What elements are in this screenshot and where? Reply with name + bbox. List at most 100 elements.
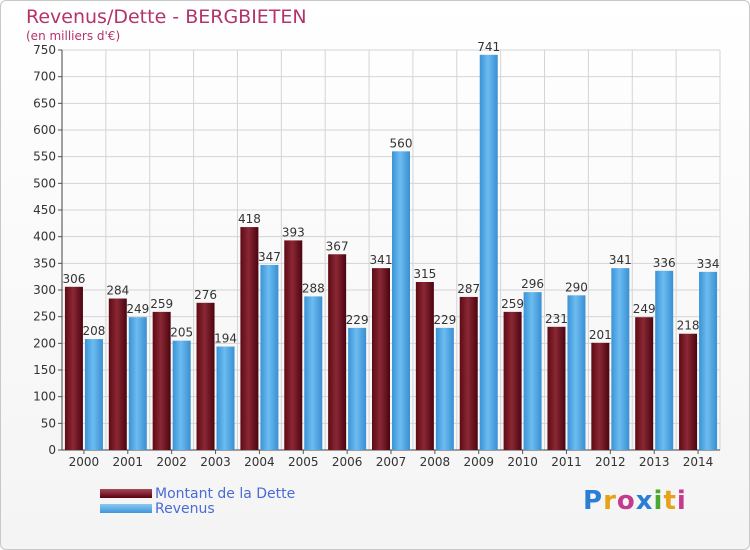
data-label: 218 xyxy=(677,319,700,333)
data-label: 418 xyxy=(238,212,261,226)
data-label: 201 xyxy=(589,328,612,342)
data-label: 741 xyxy=(477,40,500,54)
data-label: 284 xyxy=(106,284,129,298)
logo-letter: i xyxy=(653,486,664,516)
bar-dette xyxy=(547,326,566,450)
x-tick-label: 2004 xyxy=(244,455,275,469)
logo-letter: r xyxy=(603,486,617,516)
y-tick-label: 250 xyxy=(33,310,56,324)
x-tick-label: 2014 xyxy=(683,455,714,469)
data-label: 205 xyxy=(170,326,193,340)
x-tick-label: 2005 xyxy=(288,455,319,469)
data-label: 287 xyxy=(457,282,480,296)
bar-dette xyxy=(152,311,171,450)
y-tick-label: 0 xyxy=(48,443,56,457)
y-tick-label: 500 xyxy=(33,176,56,190)
bar-revenus xyxy=(479,54,498,451)
legend-item-dette: Montant de la Dette xyxy=(100,485,296,502)
x-tick-label: 2009 xyxy=(463,455,494,469)
logo-letter: o xyxy=(616,486,636,516)
y-tick-label: 350 xyxy=(33,256,56,270)
y-tick-label: 600 xyxy=(33,123,56,137)
logo-letter: P xyxy=(583,486,604,516)
data-label: 393 xyxy=(282,225,305,239)
legend-swatch-dette xyxy=(100,489,152,498)
x-tick-label: 2001 xyxy=(113,455,144,469)
y-tick-label: 300 xyxy=(33,283,56,297)
data-label: 229 xyxy=(433,313,456,327)
bar-revenus xyxy=(304,296,323,450)
data-label: 334 xyxy=(697,257,720,271)
legend-item-revenus: Revenus xyxy=(100,501,295,517)
bar-dette xyxy=(459,296,478,450)
x-tick-label: 2002 xyxy=(156,455,187,469)
y-tick-label: 150 xyxy=(33,363,56,377)
data-label: 259 xyxy=(501,297,524,311)
bar-dette xyxy=(415,282,434,450)
x-tick-label: 2000 xyxy=(69,455,100,469)
logo-letter: i xyxy=(676,486,687,516)
bar-revenus xyxy=(392,151,410,451)
data-label: 259 xyxy=(150,297,173,311)
x-tick-label: 2012 xyxy=(595,455,626,469)
data-label: 296 xyxy=(521,277,544,291)
bar-dette xyxy=(635,317,654,450)
data-label: 315 xyxy=(413,267,436,281)
bar-revenus xyxy=(567,295,586,450)
bars xyxy=(64,54,718,451)
bar-dette xyxy=(108,298,127,450)
data-label: 249 xyxy=(126,302,149,316)
legend: Montant de la Dette Revenus xyxy=(100,485,296,517)
data-label: 231 xyxy=(545,312,568,326)
data-label: 249 xyxy=(633,302,656,316)
data-label: 367 xyxy=(326,239,349,253)
bar-revenus xyxy=(84,339,103,450)
y-tick-label: 750 xyxy=(33,43,56,57)
data-label: 560 xyxy=(390,136,413,150)
bar-revenus xyxy=(699,271,718,450)
bar-revenus xyxy=(172,340,191,450)
chart-subtitle: (en milliers d'€) xyxy=(26,29,121,43)
data-label: 341 xyxy=(370,253,393,267)
bar-revenus xyxy=(260,264,279,450)
data-label: 336 xyxy=(653,256,676,270)
x-tick-label: 2013 xyxy=(639,455,670,469)
y-tick-label: 400 xyxy=(33,230,56,244)
bar-revenus xyxy=(435,327,454,450)
bar-dette xyxy=(240,227,259,450)
bar-dette xyxy=(196,302,215,450)
x-tick-label: 2008 xyxy=(420,455,451,469)
y-tick-label: 550 xyxy=(33,150,56,164)
y-tick-label: 650 xyxy=(33,96,56,110)
bar-dette xyxy=(372,268,390,450)
bar-revenus xyxy=(128,317,147,450)
data-label: 288 xyxy=(302,281,325,295)
x-tick-label: 2011 xyxy=(551,455,582,469)
data-label: 306 xyxy=(62,272,85,286)
data-label: 208 xyxy=(82,324,105,338)
data-label: 276 xyxy=(194,288,217,302)
bar-revenus xyxy=(216,346,235,450)
bar-revenus xyxy=(348,327,367,450)
legend-label-dette: Montant de la Dette xyxy=(155,485,296,502)
x-tick-label: 2003 xyxy=(200,455,231,469)
bar-revenus xyxy=(523,292,542,450)
bar-dette xyxy=(64,286,83,450)
data-label: 229 xyxy=(346,313,369,327)
bar-dette xyxy=(328,254,347,450)
logo-letter: t xyxy=(663,486,677,516)
bar-revenus xyxy=(655,270,674,450)
data-label: 290 xyxy=(565,280,588,294)
y-tick-label: 50 xyxy=(41,416,56,430)
bar-dette xyxy=(284,240,303,450)
data-label: 341 xyxy=(609,253,632,267)
y-tick-label: 100 xyxy=(33,390,56,404)
bar-revenus xyxy=(611,268,630,450)
proxiti-logo: Proxiti xyxy=(583,486,687,516)
bar-dette xyxy=(503,311,522,450)
axes: 0 50 100 150 200 250 300 350 400 450 500 550 600 650 7… xyxy=(33,43,720,469)
legend-swatch-revenus xyxy=(100,504,152,513)
y-tick-label: 700 xyxy=(33,70,56,84)
